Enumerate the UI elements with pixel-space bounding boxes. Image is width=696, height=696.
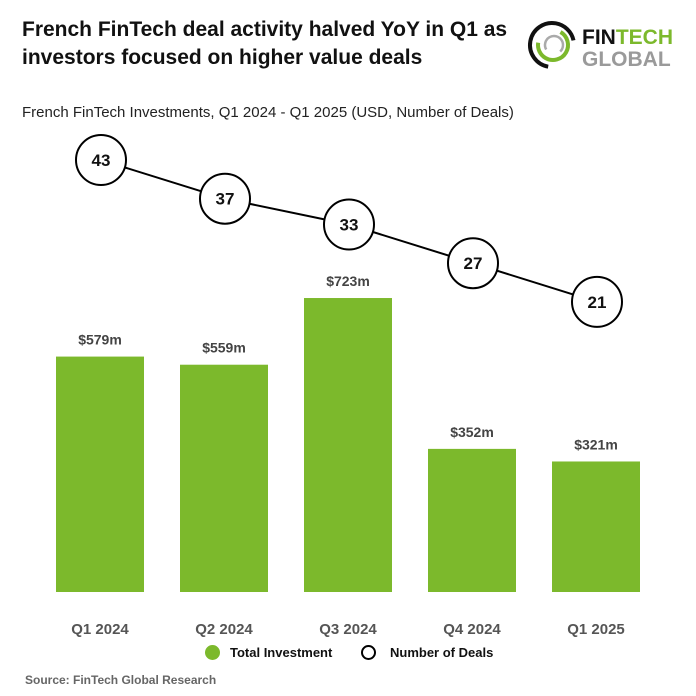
bar <box>552 461 640 592</box>
deals-label: 21 <box>588 293 607 312</box>
legend-total-investment: Total Investment <box>205 645 332 660</box>
bar <box>180 364 268 592</box>
x-tick-label: Q1 2024 <box>71 621 129 638</box>
legend-number-of-deals: Number of Deals <box>361 645 493 660</box>
deals-label: 27 <box>464 254 483 273</box>
bar-label: $559m <box>202 340 246 356</box>
bar-label: $352m <box>450 424 494 440</box>
deals-label: 33 <box>340 216 359 235</box>
legend-green-dot-icon <box>205 645 220 660</box>
page-title: French FinTech deal activity halved YoY … <box>22 18 508 69</box>
bar-label: $321m <box>574 436 618 452</box>
deals-point <box>447 237 499 290</box>
x-tick-label: Q4 2024 <box>443 621 501 638</box>
deals-label: 37 <box>216 190 235 209</box>
deals-label: 43 <box>92 151 111 170</box>
fintech-global-logo: FINTECH GLOBAL <box>528 21 673 71</box>
svg-text:FINTECH: FINTECH <box>582 26 673 49</box>
bar-label: $579m <box>78 332 122 348</box>
deals-point <box>571 275 623 328</box>
svg-text:GLOBAL: GLOBAL <box>582 48 671 71</box>
bar <box>56 356 144 592</box>
deals-point <box>323 198 375 251</box>
bar <box>304 298 392 592</box>
x-tick-label: Q1 2025 <box>567 621 625 638</box>
deals-point <box>199 172 251 225</box>
x-tick-label: Q2 2024 <box>195 621 253 638</box>
bar <box>428 448 516 592</box>
source-note: Source: FinTech Global Research <box>25 673 217 687</box>
legend-circle-icon <box>361 645 376 660</box>
x-tick-label: Q3 2024 <box>319 621 377 638</box>
chart-subtitle: French FinTech Investments, Q1 2024 - Q1… <box>22 104 514 121</box>
deals-point <box>75 134 127 186</box>
bar-label: $723m <box>326 273 370 289</box>
